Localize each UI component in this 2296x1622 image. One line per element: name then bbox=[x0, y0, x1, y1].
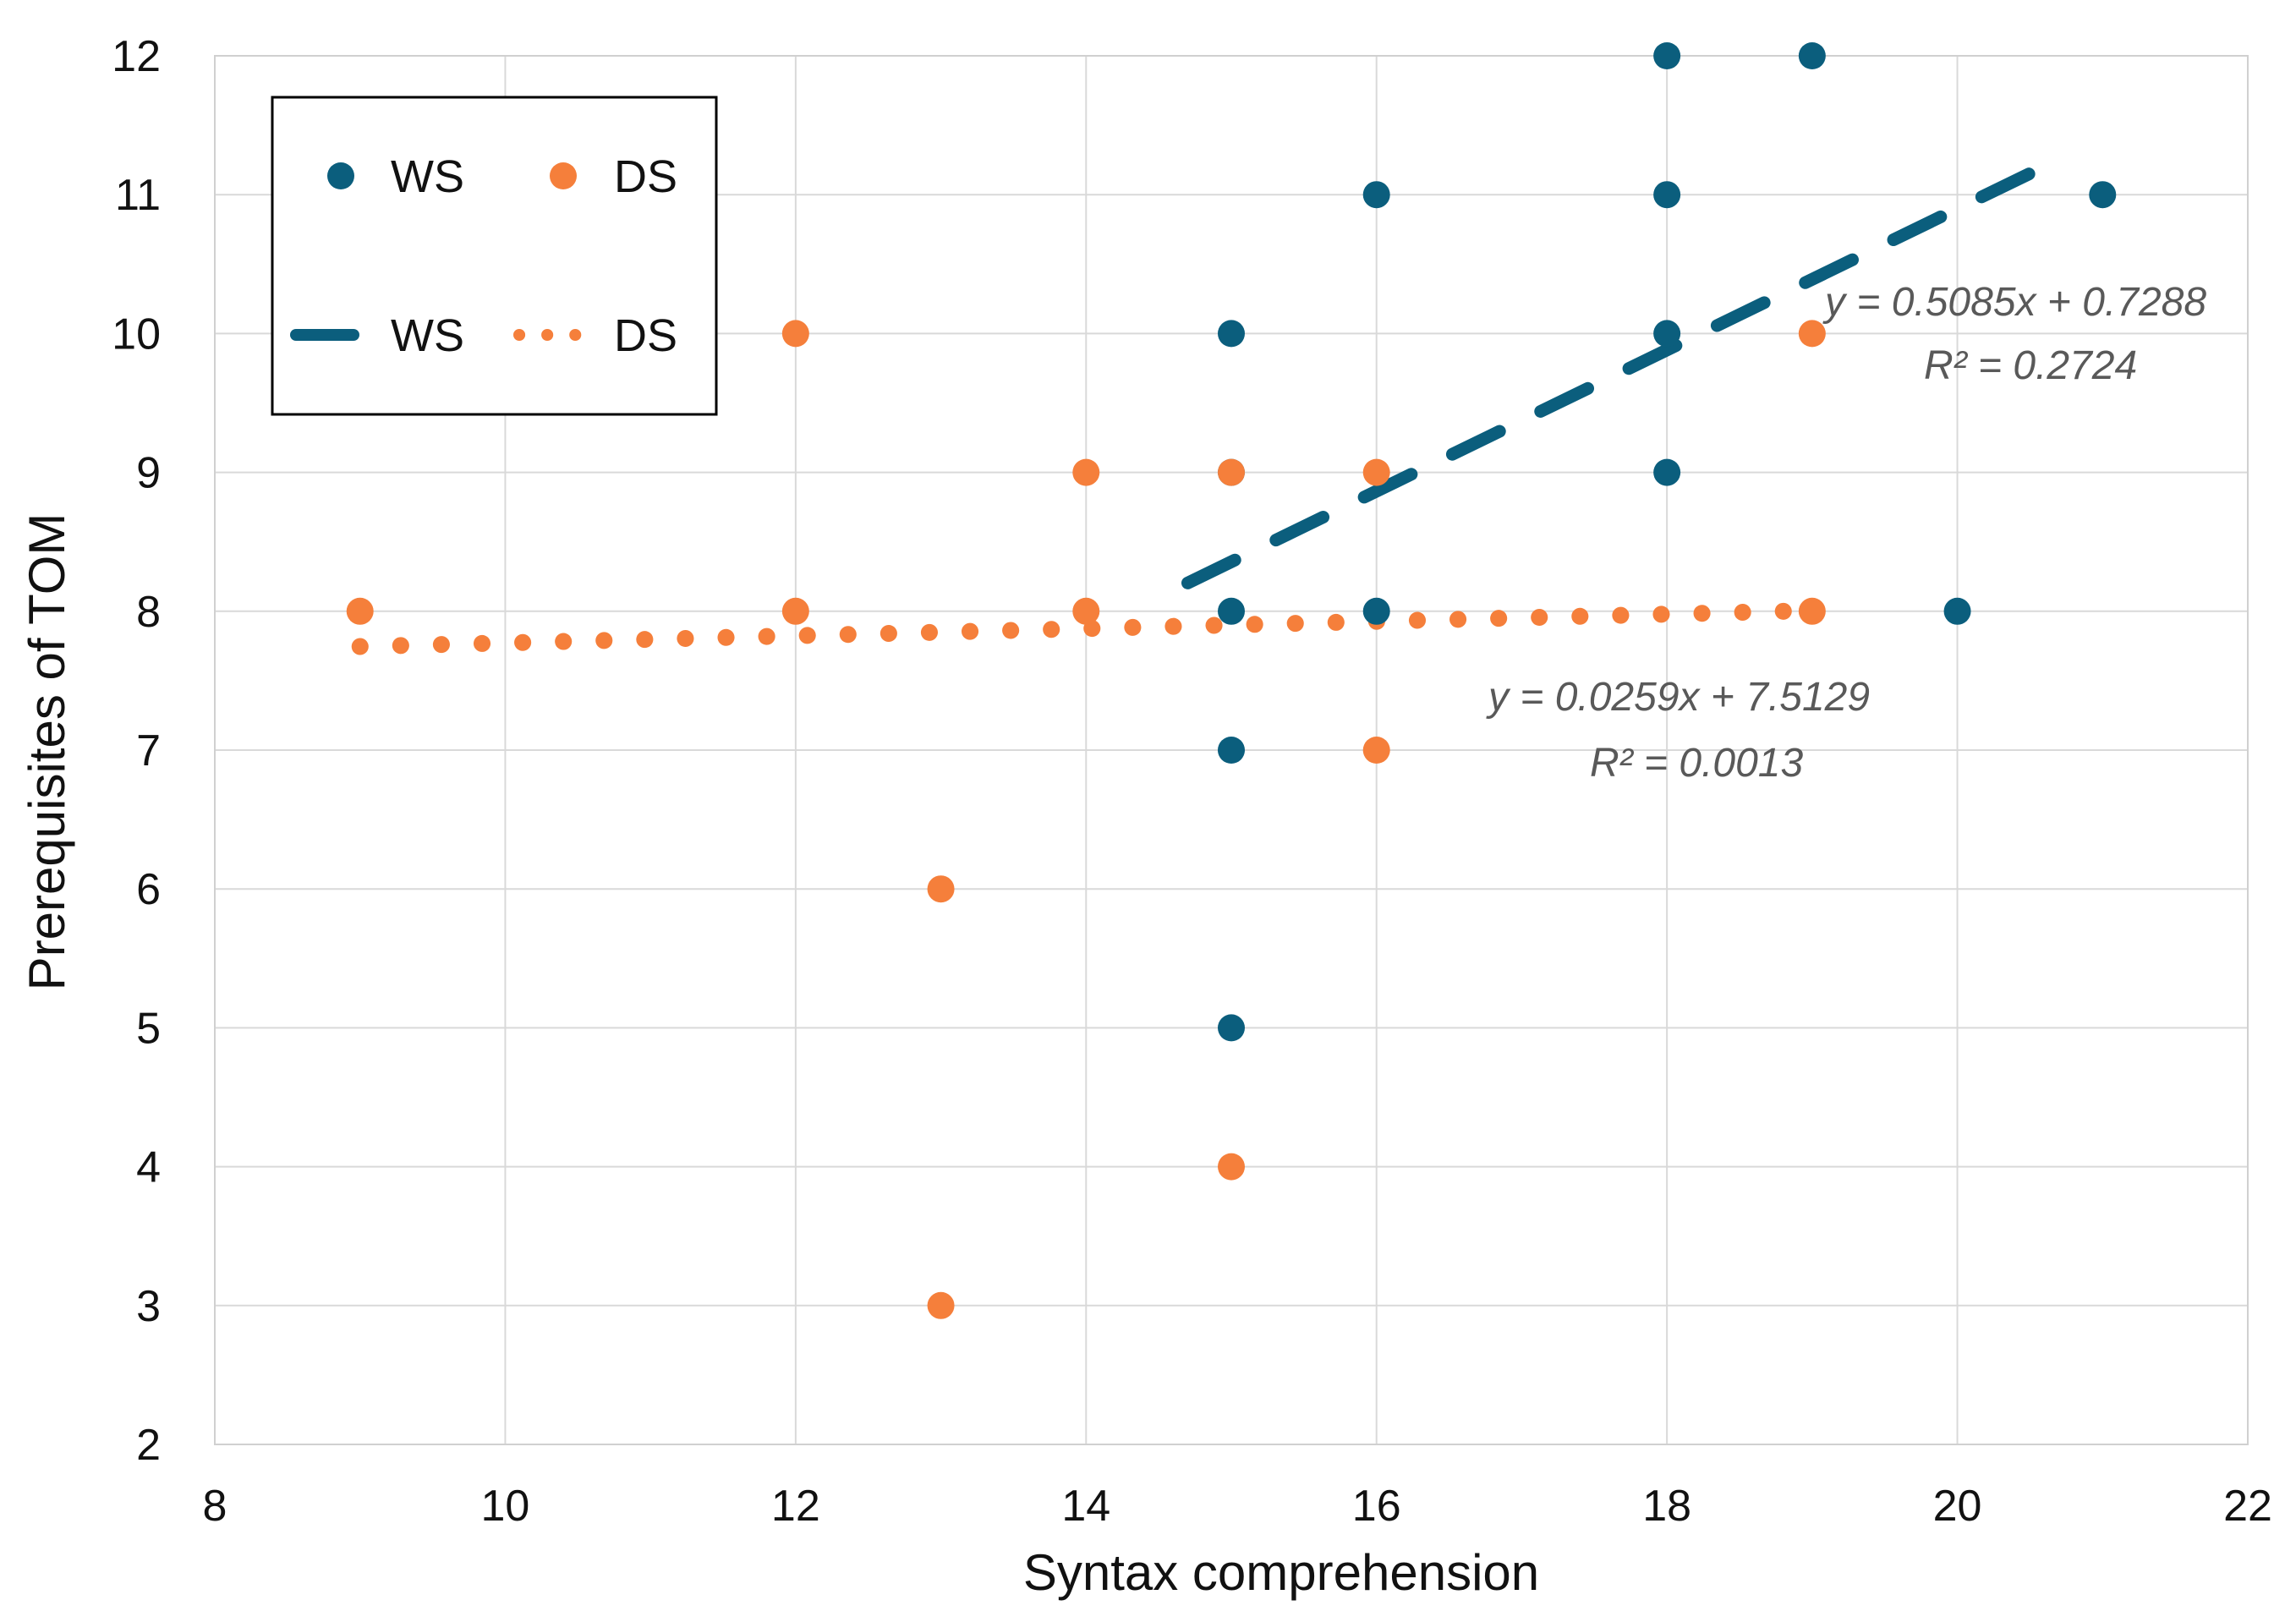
x-tick-labels: 8 10 12 14 16 18 20 22 bbox=[203, 1482, 2272, 1531]
ds-data-point bbox=[1218, 1153, 1245, 1181]
ws-data-point bbox=[1362, 597, 1390, 625]
ws-data-point bbox=[2089, 181, 2117, 209]
legend-ws-trendline-label: WS bbox=[391, 310, 464, 361]
ds-data-point bbox=[927, 875, 955, 903]
y-tick-labels: 2 3 4 5 6 7 8 9 10 11 12 bbox=[112, 32, 161, 1470]
x-tick-label: 14 bbox=[1061, 1482, 1110, 1531]
ds-data-point bbox=[927, 1291, 955, 1319]
y-tick-label: 11 bbox=[115, 171, 161, 220]
x-tick-label: 16 bbox=[1352, 1482, 1401, 1531]
ws-data-point bbox=[1653, 42, 1681, 69]
ds-data-point bbox=[1072, 597, 1100, 625]
legend-box bbox=[271, 96, 718, 416]
x-tick-label: 18 bbox=[1642, 1482, 1691, 1531]
ds-trendline bbox=[351, 601, 1821, 655]
legend-ws-marker-label: WS bbox=[391, 151, 464, 202]
ws-data-point bbox=[1218, 320, 1245, 348]
ds-trend-r2: R² = 0.0013 bbox=[1590, 741, 1803, 786]
legend-ws-marker bbox=[327, 162, 354, 189]
y-tick-label: 6 bbox=[136, 865, 161, 914]
ws-data-point bbox=[1362, 181, 1390, 209]
y-tick-label: 2 bbox=[136, 1421, 161, 1470]
ds-data-point bbox=[1362, 458, 1390, 486]
ws-data-point bbox=[1218, 1014, 1245, 1042]
y-axis-title: Prerequisites of TOM bbox=[19, 513, 75, 991]
ws-trend-equation: y = 0.5085x + 0.7288 bbox=[1822, 280, 2206, 325]
x-tick-label: 10 bbox=[481, 1482, 530, 1531]
ws-data-point bbox=[1218, 737, 1245, 764]
plot-area-frame bbox=[214, 55, 2249, 1445]
ws-data-point bbox=[1653, 458, 1681, 486]
ds-data-point bbox=[1798, 320, 1826, 348]
y-tick-label: 9 bbox=[136, 449, 161, 498]
ds-trend-equation: y = 0.0259x + 7.5129 bbox=[1486, 675, 1870, 720]
y-tick-label: 8 bbox=[136, 588, 161, 637]
y-tick-label: 4 bbox=[136, 1143, 161, 1192]
x-tick-label: 12 bbox=[771, 1482, 820, 1531]
ws-data-point bbox=[1943, 597, 1971, 625]
legend-ds-marker-label: DS bbox=[614, 151, 677, 202]
ds-data-point bbox=[346, 597, 374, 625]
ws-data-point bbox=[1653, 181, 1681, 209]
ws-trendline bbox=[1181, 152, 2066, 589]
x-tick-label: 20 bbox=[1933, 1482, 1982, 1531]
x-tick-label: 8 bbox=[203, 1482, 227, 1531]
ds-data-point bbox=[1798, 597, 1826, 625]
ws-trend-r2: R² = 0.2724 bbox=[1924, 343, 2137, 388]
ds-data-point bbox=[781, 320, 809, 348]
ws-data-point bbox=[1653, 320, 1681, 348]
y-tick-label: 7 bbox=[136, 726, 161, 775]
ws-data-point bbox=[1798, 42, 1826, 69]
ws-data-point bbox=[1218, 597, 1245, 625]
data-points bbox=[346, 42, 2117, 1319]
ds-data-point bbox=[1362, 737, 1390, 764]
legend: WS DS WS DS bbox=[271, 96, 718, 416]
x-axis-title: Syntax comprehension bbox=[1023, 1544, 1539, 1601]
x-tick-label: 22 bbox=[2223, 1482, 2272, 1531]
trendlines bbox=[351, 152, 2066, 655]
ds-data-point bbox=[1072, 458, 1100, 486]
ds-data-point bbox=[781, 597, 809, 625]
legend-ds-trendline-label: DS bbox=[614, 310, 677, 361]
y-tick-label: 10 bbox=[112, 310, 161, 359]
y-tick-label: 3 bbox=[136, 1282, 161, 1331]
y-tick-label: 5 bbox=[136, 1004, 161, 1053]
y-tick-label: 12 bbox=[112, 32, 161, 81]
ds-data-point bbox=[1218, 458, 1245, 486]
legend-ds-marker bbox=[550, 162, 577, 189]
